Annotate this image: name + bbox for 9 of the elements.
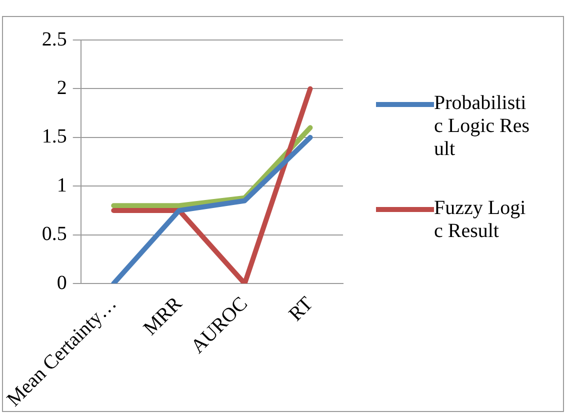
x-tick-label: RT xyxy=(284,292,318,326)
legend-label: Probabilistic Logic Result xyxy=(434,92,530,161)
legend-label: Fuzzy Logic Result xyxy=(434,197,527,243)
y-tick-label: 0 xyxy=(56,272,67,294)
y-tick-label: 1.5 xyxy=(42,126,67,148)
y-tick-label: 0.5 xyxy=(42,223,67,246)
y-tick-label: 2 xyxy=(56,76,67,99)
y-tick-label: 1 xyxy=(56,174,67,196)
y-tick-label: 2.5 xyxy=(42,28,67,50)
